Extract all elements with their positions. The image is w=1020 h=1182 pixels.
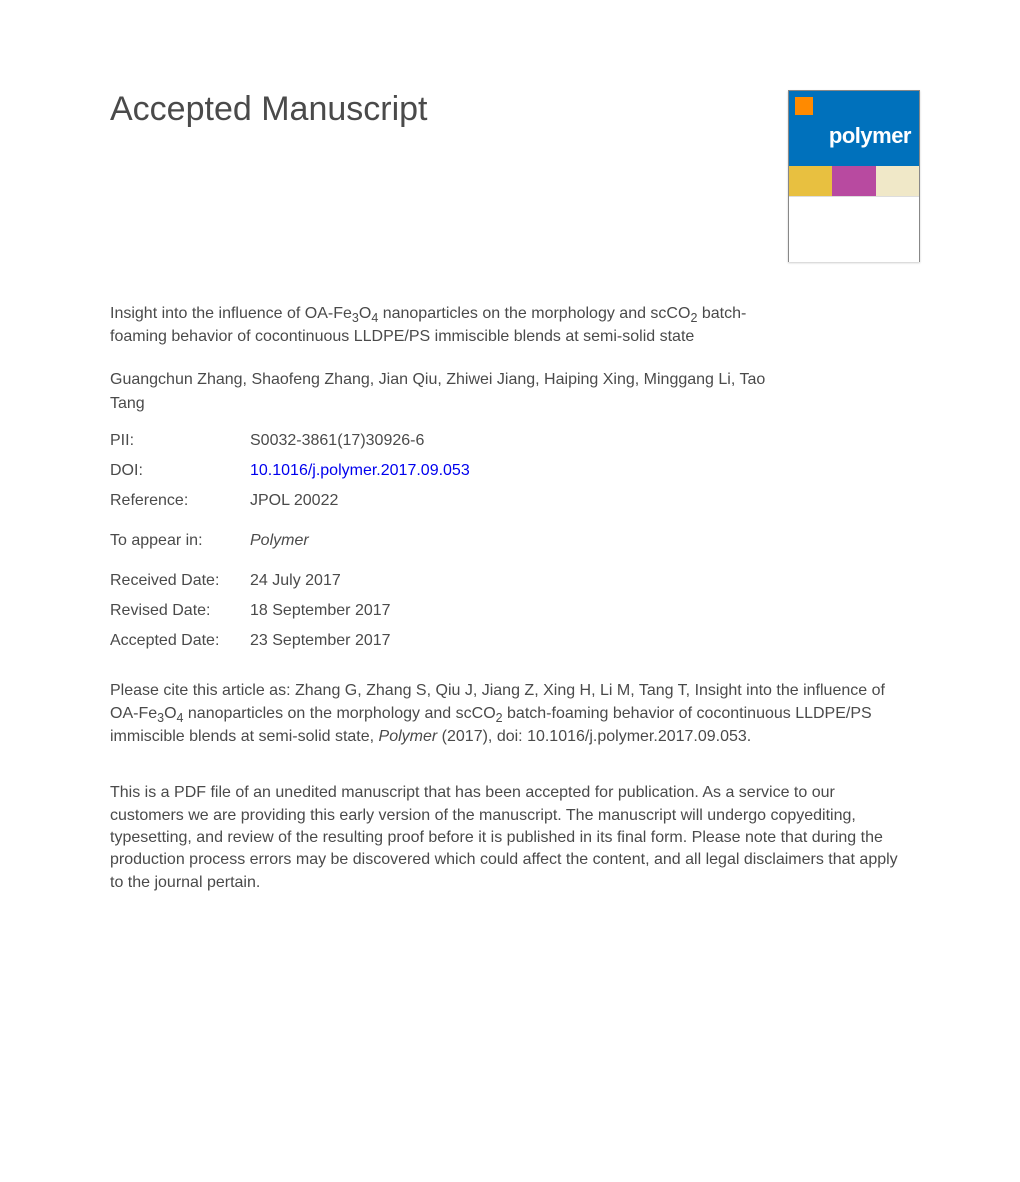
received-date-row: Received Date: 24 July 2017 [110, 573, 920, 589]
manuscript-page: Accepted Manuscript polymer Insight into… [0, 0, 1020, 954]
metadata-block: PII: S0032-3861(17)30926-6 DOI: 10.1016/… [110, 433, 920, 649]
journal-cover-title: polymer [789, 123, 919, 149]
pii-value: S0032-3861(17)30926-6 [250, 433, 920, 449]
revised-date-label: Revised Date: [110, 603, 250, 619]
page-heading: Accepted Manuscript [110, 90, 768, 129]
citation-part: O [164, 705, 176, 722]
pii-label: PII: [110, 433, 250, 449]
reference-row: Reference: JPOL 20022 [110, 493, 920, 509]
author-list: Guangchun Zhang, Shaofeng Zhang, Jian Qi… [110, 368, 790, 414]
doi-link[interactable]: 10.1016/j.polymer.2017.09.053 [250, 463, 920, 479]
received-date-value: 24 July 2017 [250, 573, 920, 589]
citation-text: Please cite this article as: Zhang G, Zh… [110, 679, 900, 749]
revised-date-row: Revised Date: 18 September 2017 [110, 603, 920, 619]
accepted-date-label: Accepted Date: [110, 633, 250, 649]
to-appear-value: Polymer [250, 533, 920, 549]
reference-label: Reference: [110, 493, 250, 509]
doi-label: DOI: [110, 463, 250, 479]
accepted-date-row: Accepted Date: 23 September 2017 [110, 633, 920, 649]
reference-value: JPOL 20022 [250, 493, 920, 509]
header-row: Accepted Manuscript polymer [110, 90, 920, 262]
citation-journal-name: Polymer [379, 728, 438, 745]
doi-row: DOI: 10.1016/j.polymer.2017.09.053 [110, 463, 920, 479]
to-appear-row: To appear in: Polymer [110, 533, 920, 549]
citation-part: nanoparticles on the morphology and scCO [183, 705, 495, 722]
pii-row: PII: S0032-3861(17)30926-6 [110, 433, 920, 449]
article-title: Insight into the influence of OA-Fe3O4 n… [110, 302, 750, 348]
cover-artwork [789, 166, 919, 261]
to-appear-label: To appear in: [110, 533, 250, 549]
disclaimer-text: This is a PDF file of an unedited manusc… [110, 782, 910, 894]
journal-cover-thumbnail: polymer [788, 90, 920, 262]
publisher-logo-icon [795, 97, 813, 115]
received-date-label: Received Date: [110, 573, 250, 589]
revised-date-value: 18 September 2017 [250, 603, 920, 619]
accepted-date-value: 23 September 2017 [250, 633, 920, 649]
citation-part: (2017), doi: 10.1016/j.polymer.2017.09.0… [437, 728, 751, 745]
